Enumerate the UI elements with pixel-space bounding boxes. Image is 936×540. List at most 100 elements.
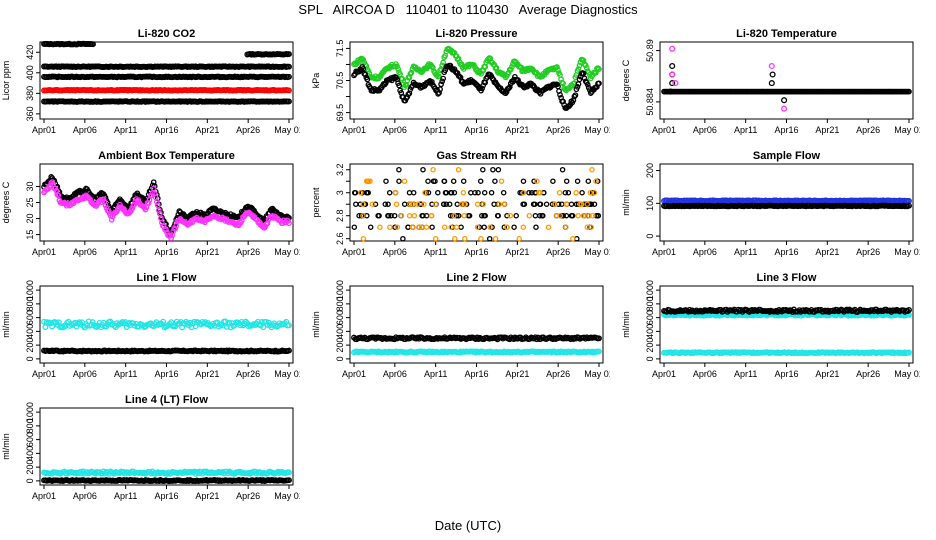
series-point-extreme: [556, 189, 563, 196]
series-point-extreme: [669, 71, 676, 78]
y-tick-label: 30: [25, 181, 35, 191]
series-point-mean: [454, 201, 461, 207]
series-point-mean: [385, 212, 392, 219]
series-point-reference-high-2: [286, 51, 292, 58]
series-point-mean: [430, 178, 437, 184]
y-tick-label: 1000: [335, 280, 345, 300]
y-tick-label: 0: [25, 356, 35, 361]
x-tick-label: Apr06: [73, 369, 97, 379]
x-tick-label: May 01: [584, 247, 610, 257]
series-point-mean: [559, 166, 566, 173]
x-tick-label: Apr16: [154, 369, 178, 379]
series-point-extreme: [365, 178, 372, 184]
series-point-extreme: [593, 178, 599, 184]
series-point-mean: [360, 65, 367, 72]
series-point-min-max: [168, 235, 174, 242]
series-point-extreme: [398, 212, 405, 219]
series-point-extreme: [520, 189, 527, 196]
chart-title: Line 3 Flow: [757, 272, 817, 284]
series-point-mean: [396, 166, 402, 173]
x-tick-label: Apr06: [693, 125, 717, 135]
series-point-mean: [353, 201, 359, 207]
panel-line-2-flow: Line 2 Flow 0 200 400 600 800 1000 ml/min Apr01 A…: [310, 270, 610, 395]
series-point-mean: [576, 76, 583, 83]
series-point-mean: [669, 62, 676, 70]
series-point-extreme: [455, 166, 462, 173]
y-axis-label: ml/min: [621, 189, 631, 216]
series-point-extreme: [358, 189, 364, 196]
y-tick-label: 200: [25, 338, 35, 353]
series-point-extreme: [393, 201, 400, 207]
series-point-extreme: [392, 189, 399, 196]
y-tick-label: 25: [25, 197, 35, 207]
series-point-mean: [480, 166, 486, 173]
chart-title: Line 4 (LT) Flow: [125, 394, 208, 406]
y-tick-label: 400: [25, 65, 35, 80]
series-point-extreme: [563, 201, 570, 207]
series-point-mean: [596, 80, 602, 87]
series-point-extreme: [451, 212, 457, 219]
panel-ambient-box-temperature: Ambient Box Temperature 15 20 25 30 degrees C…: [0, 148, 300, 273]
series-point-mean: [396, 178, 402, 184]
series-point-extreme: [534, 178, 540, 184]
y-tick-label: 200: [645, 338, 655, 353]
series-point-extreme: [570, 235, 576, 242]
x-tick-label: Apr11: [114, 491, 137, 501]
series-point-extreme: [360, 201, 367, 207]
series-point-extreme: [553, 212, 560, 219]
y-tick-label: 800: [335, 296, 345, 311]
y-tick-label: 1000: [645, 280, 655, 300]
y-tick-label: 200: [645, 163, 655, 178]
y-tick-label: 800: [25, 296, 35, 311]
series-point-mean: [532, 212, 539, 219]
series-point-extreme: [363, 178, 370, 184]
y-tick-label: 600: [335, 310, 345, 325]
series-point-extreme: [432, 235, 439, 242]
y-tick-label: 20: [25, 214, 35, 224]
series-point-mean: [562, 189, 569, 196]
series-point-extreme: [430, 166, 436, 173]
x-tick-label: Apr16: [774, 125, 798, 135]
series-point-extreme: [672, 80, 679, 87]
series-point-mean: [357, 201, 364, 207]
x-tick-label: Apr26: [546, 125, 570, 135]
series-point-mean: [520, 201, 526, 207]
series-point-mean: [410, 189, 417, 196]
x-tick-label: May 01: [894, 369, 920, 379]
x-tick-label: Apr21: [505, 369, 529, 379]
x-tick-label: Apr11: [114, 125, 137, 135]
panel-li820-temperature: Li-820 Temperature 50.884 50.89 degrees C Ap…: [620, 26, 920, 151]
series-point-extreme: [474, 224, 481, 230]
series-point-mean: [569, 212, 576, 219]
series-point-mean: [500, 189, 507, 196]
data-points: [661, 197, 912, 210]
x-tick-label: May 01: [274, 369, 300, 379]
series-point-extreme: [462, 201, 468, 207]
series-point-extreme: [575, 212, 581, 219]
series-point-min-max: [102, 202, 109, 209]
series-point-max: [583, 65, 590, 71]
series-point-mean: [446, 201, 453, 207]
series-point-mean: [418, 201, 424, 207]
x-tick-label: Apr01: [342, 369, 366, 379]
series-point-mean: [539, 212, 545, 219]
series-point-extreme: [501, 201, 507, 207]
y-tick-label: 1000: [25, 402, 35, 422]
x-tick-label: Apr01: [652, 369, 676, 379]
y-tick-label: 400: [25, 324, 35, 339]
series-point-extreme: [460, 189, 467, 196]
y-tick-label: 400: [335, 324, 345, 339]
series-point-mean: [906, 307, 912, 313]
series-point-mean: [364, 189, 371, 196]
series-point-mean: [565, 189, 572, 196]
series-point-mean: [400, 235, 406, 242]
series-point-target-low: [286, 98, 292, 105]
series-point-extreme: [586, 212, 592, 219]
series-point-min-max: [54, 191, 61, 198]
x-tick-label: May 01: [274, 491, 300, 501]
y-tick-label: 100: [645, 196, 655, 211]
series-point-max: [596, 66, 602, 72]
x-tick-label: Apr11: [114, 369, 137, 379]
series-point-max: [526, 65, 533, 72]
